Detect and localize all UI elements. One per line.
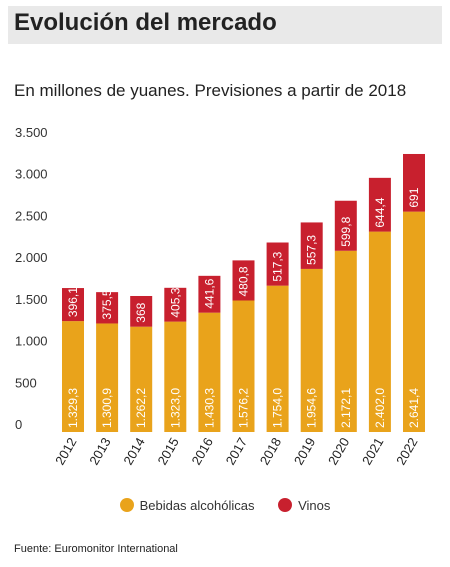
data-label-bebidas: 1.262,2 <box>134 388 148 428</box>
bar-vinos <box>62 288 84 322</box>
chart-subtitle: En millones de yuanes. Previsiones a par… <box>14 81 407 100</box>
source-note: Fuente: Euromonitor International <box>14 543 178 555</box>
x-tick-label: 2016 <box>189 435 216 468</box>
y-tick-label: 3.000 <box>15 167 48 182</box>
bar-bebidas <box>62 321 84 432</box>
x-tick-label: 2014 <box>120 435 147 468</box>
bar-vinos <box>368 177 391 232</box>
y-tick-label: 500 <box>15 375 37 390</box>
y-tick-label: 1.500 <box>15 292 48 307</box>
data-label-vinos: 441,6 <box>202 278 216 308</box>
data-label-vinos: 480,8 <box>237 266 251 296</box>
legend-item-vinos: Vinos <box>278 497 330 513</box>
chart-title: Evolución del mercado <box>14 9 277 36</box>
data-label-vinos: 644,4 <box>373 197 387 227</box>
legend-swatch-bebidas <box>119 498 134 513</box>
data-label-vinos: 599,8 <box>339 216 353 246</box>
bar-vinos <box>334 200 357 251</box>
bar-bebidas <box>232 300 255 432</box>
data-label-vinos: 368 <box>134 302 148 322</box>
x-tick-label: 2019 <box>291 435 318 468</box>
bar-bebidas <box>198 312 221 432</box>
bar-vinos <box>96 292 119 324</box>
legend-label-bebidas: Bebidas alcohólicas <box>139 497 255 513</box>
bar-bebidas <box>96 323 119 432</box>
data-label-bebidas: 1.300,9 <box>100 388 114 428</box>
bar-bebidas <box>334 250 357 432</box>
bar-bebidas <box>266 285 289 432</box>
y-tick-label: 1.000 <box>15 334 48 349</box>
data-label-vinos: 375,5 <box>100 289 114 319</box>
bar-vinos <box>232 260 255 301</box>
data-label-bebidas: 2.641,4 <box>407 388 421 428</box>
x-tick-label: 2018 <box>257 435 284 468</box>
y-tick-label: 2.000 <box>15 250 48 265</box>
data-label-bebidas: 1.576,2 <box>237 388 251 428</box>
bar-vinos <box>300 222 323 269</box>
y-tick-label: 3.500 <box>15 125 48 140</box>
bar-bebidas <box>300 268 323 432</box>
data-label-bebidas: 2.402,0 <box>373 388 387 428</box>
data-label-vinos: 691 <box>407 187 421 207</box>
legend-swatch-vinos <box>278 498 293 513</box>
bar-vinos <box>198 275 221 313</box>
x-tick-label: 2017 <box>223 435 250 468</box>
y-tick-label: 2.500 <box>15 208 48 223</box>
x-tick-label: 2012 <box>52 435 79 468</box>
data-label-bebidas: 1.954,6 <box>305 388 319 428</box>
data-label-vinos: 396,1 <box>66 287 80 317</box>
x-tick-label: 2013 <box>86 435 113 468</box>
data-label-vinos: 405,3 <box>168 287 182 317</box>
data-label-bebidas: 2.172,1 <box>339 388 353 428</box>
bar-vinos <box>164 287 187 322</box>
data-label-bebidas: 1.430,3 <box>202 388 216 428</box>
bar-vinos <box>403 153 425 212</box>
data-label-bebidas: 1.754,0 <box>271 388 285 428</box>
data-label-bebidas: 1.323,0 <box>168 388 182 428</box>
data-label-vinos: 517,3 <box>271 251 285 281</box>
x-tick-label: 2015 <box>154 435 181 468</box>
title-bar: Evolución del mercado <box>8 6 442 44</box>
bar-bebidas <box>164 321 187 432</box>
legend-label-vinos: Vinos <box>298 497 331 513</box>
data-label-bebidas: 1.329,3 <box>66 388 80 428</box>
data-label-vinos: 557,3 <box>305 235 319 265</box>
bar-vinos <box>130 295 153 327</box>
stacked-bar-chart: 0 500 1.000 1.500 2.000 2.500 3.000 3.500 1.329,… <box>15 125 425 468</box>
bar-bebidas <box>130 326 153 432</box>
y-tick-label: 0 <box>15 417 22 432</box>
x-tick-label: 2022 <box>393 435 420 468</box>
bar-bebidas <box>403 211 425 432</box>
bar-bebidas <box>368 231 391 432</box>
legend-item-bebidas: Bebidas alcohólicas <box>119 497 255 513</box>
legend: Bebidas alcohólicas Vinos <box>0 496 450 513</box>
x-tick-label: 2020 <box>325 435 352 468</box>
x-tick-label: 2021 <box>359 435 386 468</box>
bar-vinos <box>266 242 289 286</box>
